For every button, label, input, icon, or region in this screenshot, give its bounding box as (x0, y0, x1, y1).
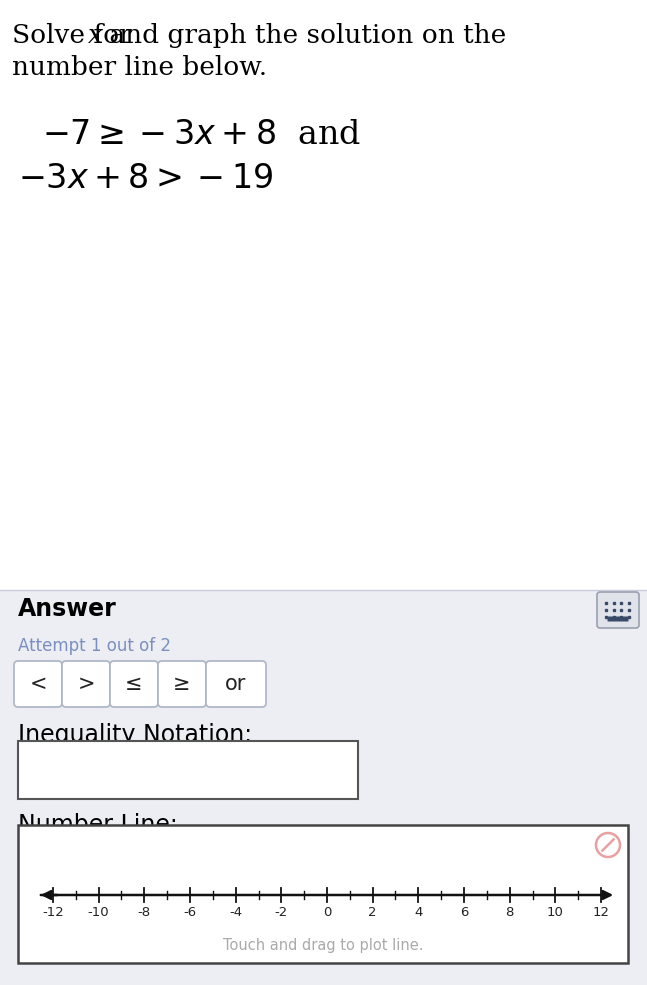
FancyBboxPatch shape (158, 661, 206, 707)
Text: -12: -12 (42, 906, 64, 919)
FancyBboxPatch shape (14, 661, 62, 707)
Text: or: or (225, 674, 247, 694)
Text: -4: -4 (229, 906, 242, 919)
Text: x: x (88, 23, 103, 48)
Text: -2: -2 (275, 906, 288, 919)
Text: -8: -8 (138, 906, 151, 919)
FancyBboxPatch shape (18, 825, 628, 963)
FancyBboxPatch shape (62, 661, 110, 707)
Text: 10: 10 (547, 906, 564, 919)
FancyBboxPatch shape (608, 617, 628, 622)
Text: number line below.: number line below. (12, 55, 267, 80)
Text: 6: 6 (460, 906, 468, 919)
Circle shape (596, 833, 620, 857)
Text: Attempt 1 out of 2: Attempt 1 out of 2 (18, 637, 171, 655)
Text: Inequality Notation:: Inequality Notation: (18, 723, 252, 747)
Text: $-7 \geq -3x + 8$  and: $-7 \geq -3x + 8$ and (42, 119, 361, 151)
Text: <: < (29, 674, 47, 694)
Text: Solve for: Solve for (12, 23, 140, 48)
Text: Touch and drag to plot line.: Touch and drag to plot line. (223, 938, 423, 953)
Text: -10: -10 (88, 906, 109, 919)
Text: 2: 2 (368, 906, 377, 919)
Text: Number Line:: Number Line: (18, 813, 178, 837)
Text: -6: -6 (184, 906, 197, 919)
FancyBboxPatch shape (18, 741, 358, 799)
FancyBboxPatch shape (0, 0, 647, 590)
Text: 4: 4 (414, 906, 422, 919)
FancyBboxPatch shape (110, 661, 158, 707)
Text: ≥: ≥ (173, 674, 191, 694)
Text: 8: 8 (505, 906, 514, 919)
Text: Answer: Answer (18, 597, 116, 621)
FancyBboxPatch shape (0, 590, 647, 985)
Text: >: > (77, 674, 94, 694)
Text: 0: 0 (323, 906, 331, 919)
FancyBboxPatch shape (597, 592, 639, 628)
Text: and graph the solution on the: and graph the solution on the (101, 23, 506, 48)
FancyBboxPatch shape (206, 661, 266, 707)
Text: ≤: ≤ (126, 674, 143, 694)
Text: $-3x + 8 > -19$: $-3x + 8 > -19$ (18, 163, 273, 195)
Text: 12: 12 (593, 906, 609, 919)
